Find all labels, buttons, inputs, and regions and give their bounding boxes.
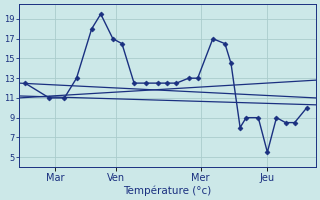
X-axis label: Température (°c): Température (°c) (123, 185, 212, 196)
